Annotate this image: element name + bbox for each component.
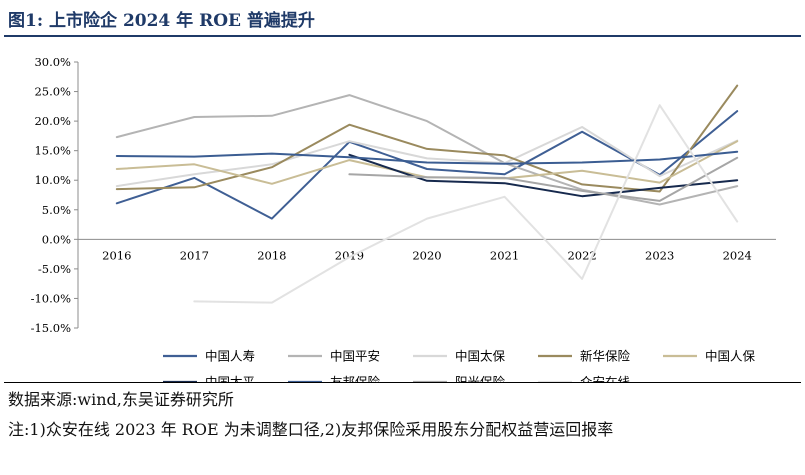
title-rule: [4, 35, 801, 37]
x-tick-label: 2022: [567, 248, 596, 262]
y-tick-label: -5.0%: [38, 262, 71, 276]
legend-label: 阳光保险: [455, 375, 506, 383]
y-tick-label: 10.0%: [34, 173, 71, 187]
x-tick-label: 2019: [335, 248, 364, 262]
legend-label: 友邦保险: [330, 375, 381, 383]
legend-label: 中国人寿: [205, 349, 255, 364]
x-tick-label: 2024: [723, 248, 752, 262]
y-tick-label: 0.0%: [42, 232, 71, 246]
source-rule: [4, 382, 801, 383]
footnote: 注:1)众安在线 2023 年 ROE 为未调整口径,2)友邦保险采用股东分配权…: [8, 420, 614, 439]
legend-label: 中国人保: [705, 349, 756, 364]
series-line-7: [115, 150, 739, 165]
series-line-9: [193, 104, 739, 304]
x-tick-label: 2021: [490, 248, 519, 262]
chart-area: 30.0% 25.0% 20.0% 15.0% 10.0% 5.0% 0.0% -5.0% -1…: [0, 36, 805, 390]
legend-label: 众安在线: [580, 375, 631, 383]
legend-label: 中国太保: [455, 349, 506, 364]
x-tick-label: 2018: [257, 248, 286, 262]
series-line-8: [348, 156, 739, 202]
series-line-4: [115, 84, 739, 193]
x-tick-label: 2023: [645, 248, 674, 262]
series-line-2: [115, 94, 739, 206]
x-tick-label: 2020: [412, 248, 441, 262]
y-tick-label: -15.0%: [31, 321, 71, 335]
legend-label: 中国平安: [330, 349, 380, 364]
x-tick-label: 2017: [180, 248, 209, 262]
source-note: 数据来源:wind,东吴证券研究所: [8, 390, 234, 409]
y-tick-label: 30.0%: [34, 55, 71, 69]
legend-label: 中国太平: [205, 375, 255, 383]
y-tick-label: 5.0%: [42, 203, 71, 217]
y-tick-label: 20.0%: [34, 114, 71, 128]
y-tick-label: 15.0%: [34, 144, 71, 158]
y-tick-label: 25.0%: [34, 85, 71, 99]
y-tick-label: -10.0%: [31, 291, 71, 305]
legend-label: 新华保险: [580, 349, 631, 364]
roe-line-chart: 30.0% 25.0% 20.0% 15.0% 10.0% 5.0% 0.0% -5.0% -1…: [31, 55, 776, 390]
x-tick-label: 2016: [102, 248, 131, 262]
figure-title: 图1: 上市险企 2024 年 ROE 普遍提升: [8, 11, 315, 31]
